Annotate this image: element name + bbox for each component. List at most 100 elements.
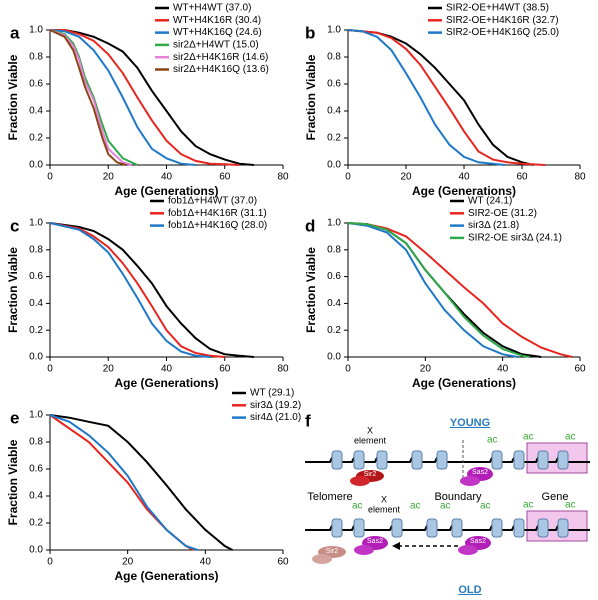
- survival-curve: [49, 29, 126, 166]
- sas2-label: Sas2: [472, 469, 488, 476]
- survival-curve: [347, 29, 505, 166]
- legend-label: sir3Δ (21.8): [468, 220, 519, 231]
- legend-label: WT (29.1): [250, 388, 294, 399]
- x-tick-label: 20: [400, 172, 412, 183]
- x-tick-label: 40: [161, 364, 173, 375]
- x-element-label: X: [381, 494, 387, 504]
- ac-label: ac: [487, 435, 498, 446]
- survival-curve: [49, 222, 211, 358]
- survival-curve: [347, 222, 519, 358]
- arrowhead: [392, 542, 400, 550]
- legend-label: fob1Δ+H4K16Q (28.0): [168, 220, 267, 231]
- survival-curve: [49, 222, 225, 358]
- x-axis-label: Age (Generations): [412, 184, 516, 198]
- legend-label: SIR2-OE+H4K16Q (25.0): [446, 27, 559, 38]
- x-tick-label: 40: [497, 364, 509, 375]
- y-tick-label: 0.6: [29, 464, 43, 475]
- ac-label: ac: [523, 500, 534, 511]
- x-element-label: X: [367, 425, 373, 435]
- y-tick-label: 0.2: [29, 133, 43, 144]
- x-tick-label: 60: [219, 172, 231, 183]
- y-tick-label: 0.8: [29, 52, 43, 63]
- y-tick-label: 1.0: [327, 25, 341, 36]
- legend-label: SIR2-OE (31.2): [468, 208, 537, 219]
- y-axis-label: Fraction Viable: [304, 54, 318, 140]
- x-tick-label: 20: [420, 364, 432, 375]
- ac-label: ac: [523, 432, 534, 443]
- sir2-label: Sir2: [326, 548, 339, 555]
- young-label: YOUNG: [450, 417, 490, 429]
- y-tick-label: 1.0: [327, 218, 341, 229]
- telomere-label: Telomere: [307, 491, 352, 503]
- legend-label: WT+H4K16Q (24.6): [173, 27, 262, 38]
- y-tick-label: 1.0: [29, 25, 43, 36]
- y-tick-label: 0.8: [327, 52, 341, 63]
- ac-label: ac: [440, 501, 451, 512]
- survival-curve: [347, 29, 534, 166]
- ac-label: ac: [352, 501, 363, 512]
- x-tick-label: 0: [47, 364, 53, 375]
- sir2: [312, 554, 332, 564]
- sir2: [350, 476, 370, 486]
- sas2: [460, 476, 480, 486]
- panel-letter: e: [10, 408, 19, 427]
- survival-curve: [347, 29, 546, 166]
- y-tick-label: 0.6: [29, 271, 43, 282]
- survival-curve: [49, 29, 138, 166]
- nucleosomes: [331, 450, 569, 470]
- y-axis-label: Fraction Viable: [304, 247, 318, 333]
- sas2: [354, 545, 374, 555]
- x-tick-label: 40: [161, 172, 173, 183]
- x-tick-label: 0: [47, 557, 53, 568]
- survival-curve: [49, 222, 254, 358]
- y-tick-label: 0.0: [29, 352, 43, 363]
- legend-label: SIR2-OE+H4K16R (32.7): [446, 15, 559, 26]
- y-tick-label: 1.0: [29, 218, 43, 229]
- boundary-label: Boundary: [434, 491, 482, 503]
- survival-curve: [50, 29, 254, 166]
- x-element-label: element: [354, 435, 387, 445]
- nucleosomes: [331, 518, 569, 538]
- y-tick-label: 0.2: [327, 325, 341, 336]
- ac-label: ac: [480, 501, 491, 512]
- survival-curve: [50, 29, 240, 166]
- y-tick-label: 0.8: [29, 244, 43, 255]
- survival-curve: [49, 29, 196, 166]
- survival-curve: [49, 414, 233, 551]
- x-tick-label: 60: [516, 172, 528, 183]
- x-tick-label: 80: [277, 172, 289, 183]
- ac-label: ac: [565, 432, 576, 443]
- y-tick-label: 0.0: [327, 160, 341, 171]
- x-tick-label: 80: [574, 172, 586, 183]
- y-tick-label: 0.8: [29, 437, 43, 448]
- x-tick-label: 40: [458, 172, 470, 183]
- y-tick-label: 0.4: [327, 106, 341, 117]
- legend-label: WT+H4WT (37.0): [173, 3, 251, 14]
- legend-label: fob1Δ+H4K16R (31.1): [168, 208, 267, 219]
- panel-letter: c: [10, 216, 19, 235]
- ac-label: ac: [565, 500, 576, 511]
- gene-label: Gene: [542, 491, 569, 503]
- x-tick-label: 80: [277, 364, 289, 375]
- y-tick-label: 0.8: [327, 244, 341, 255]
- x-tick-label: 20: [103, 172, 115, 183]
- old-label: OLD: [458, 584, 481, 596]
- legend-label: SIR2-OE+H4WT (38.5): [446, 3, 549, 14]
- y-tick-label: 0.6: [29, 79, 43, 90]
- legend-label: WT (24.1): [468, 196, 512, 207]
- x-axis-label: Age (Generations): [114, 569, 218, 583]
- x-axis-label: Age (Generations): [114, 184, 218, 198]
- sas2-label: Sas2: [367, 538, 383, 545]
- sir2-label: Sir2: [364, 471, 377, 478]
- x-element-label: element: [368, 504, 401, 514]
- survival-curve: [49, 29, 132, 166]
- x-axis-label: Age (Generations): [412, 376, 516, 390]
- panel-letter: a: [10, 23, 20, 42]
- y-tick-label: 0.2: [29, 325, 43, 336]
- x-axis-label: Age (Generations): [114, 376, 218, 390]
- panel-letter: d: [305, 216, 315, 235]
- panel-letter: f: [305, 411, 311, 430]
- y-tick-label: 0.2: [29, 518, 43, 529]
- panel-letter: b: [305, 23, 315, 42]
